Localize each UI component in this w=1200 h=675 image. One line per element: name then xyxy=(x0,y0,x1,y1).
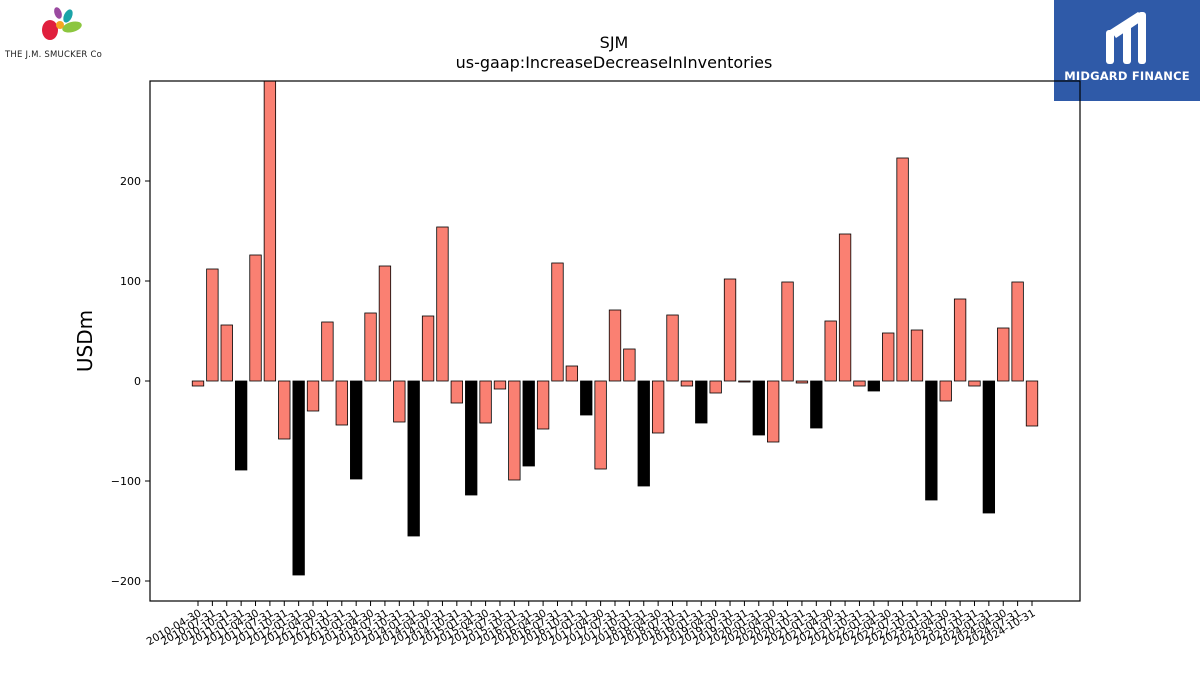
bar xyxy=(551,262,564,382)
bar xyxy=(795,380,809,384)
bar xyxy=(278,380,291,440)
bar xyxy=(953,298,967,382)
bar xyxy=(695,380,708,424)
bar xyxy=(1025,380,1039,427)
brand-name: MIDGARD FINANCE xyxy=(1064,69,1190,83)
bar xyxy=(982,380,996,514)
bar xyxy=(723,278,737,382)
y-tick-label: 0 xyxy=(134,375,141,388)
bar xyxy=(493,380,507,390)
bar xyxy=(350,380,363,480)
bar xyxy=(608,309,622,382)
bar xyxy=(968,380,981,387)
bar xyxy=(910,329,924,382)
bar xyxy=(479,380,492,424)
y-tick-label: 200 xyxy=(120,175,141,188)
bar xyxy=(421,315,435,382)
bar xyxy=(249,254,262,382)
bar xyxy=(321,321,334,382)
bar xyxy=(680,380,694,387)
bar xyxy=(997,327,1010,382)
bar xyxy=(465,380,478,496)
bar xyxy=(263,80,277,382)
bar xyxy=(436,226,449,382)
bar xyxy=(882,332,895,382)
bar xyxy=(853,380,866,387)
bar xyxy=(781,281,794,382)
bar xyxy=(450,380,463,404)
bar xyxy=(234,380,248,471)
fruit-logo-icon xyxy=(42,7,82,40)
bar xyxy=(1011,281,1024,382)
bar xyxy=(407,380,420,537)
y-tick-label: −100 xyxy=(111,475,141,488)
bar xyxy=(378,265,392,382)
bar xyxy=(651,380,665,434)
company-logo: THE J.M. SMUCKER Co xyxy=(0,0,130,70)
brand-logo-badge: MIDGARD FINANCE xyxy=(1054,0,1200,101)
bar xyxy=(206,268,219,382)
bar xyxy=(306,380,320,412)
bar xyxy=(508,380,521,481)
y-tick-label: −200 xyxy=(111,575,141,588)
bar xyxy=(335,380,348,426)
midgard-logo-icon xyxy=(1106,12,1146,64)
bar xyxy=(838,233,852,382)
bar xyxy=(867,380,880,392)
bar xyxy=(393,380,406,423)
bar xyxy=(767,380,780,443)
bar xyxy=(522,380,535,467)
bar xyxy=(594,380,607,470)
bar xyxy=(738,380,751,383)
bar xyxy=(666,314,679,382)
y-tick-label: 100 xyxy=(120,275,141,288)
chart-subtitle: us-gaap:IncreaseDecreaseInInventories xyxy=(456,53,773,72)
bar xyxy=(752,380,765,436)
bar xyxy=(939,380,952,402)
bar xyxy=(191,380,205,387)
bar xyxy=(220,324,233,382)
bar xyxy=(637,380,650,487)
bar xyxy=(580,380,593,416)
bar xyxy=(292,380,305,576)
bar xyxy=(709,380,722,394)
y-axis-label: USDm xyxy=(73,310,97,372)
bar xyxy=(623,348,636,382)
bar xyxy=(824,320,837,382)
bar xyxy=(364,312,377,382)
plot-frame xyxy=(149,80,1081,602)
bar xyxy=(565,365,579,382)
bar xyxy=(536,380,550,430)
bar xyxy=(896,157,909,382)
company-logo-text: THE J.M. SMUCKER Co xyxy=(5,50,102,60)
plot-area: −200−10001002002010-04-302010-07-312010-… xyxy=(111,80,1039,648)
chart-title: SJM xyxy=(600,33,629,52)
bar xyxy=(810,380,823,429)
bar xyxy=(925,380,938,501)
